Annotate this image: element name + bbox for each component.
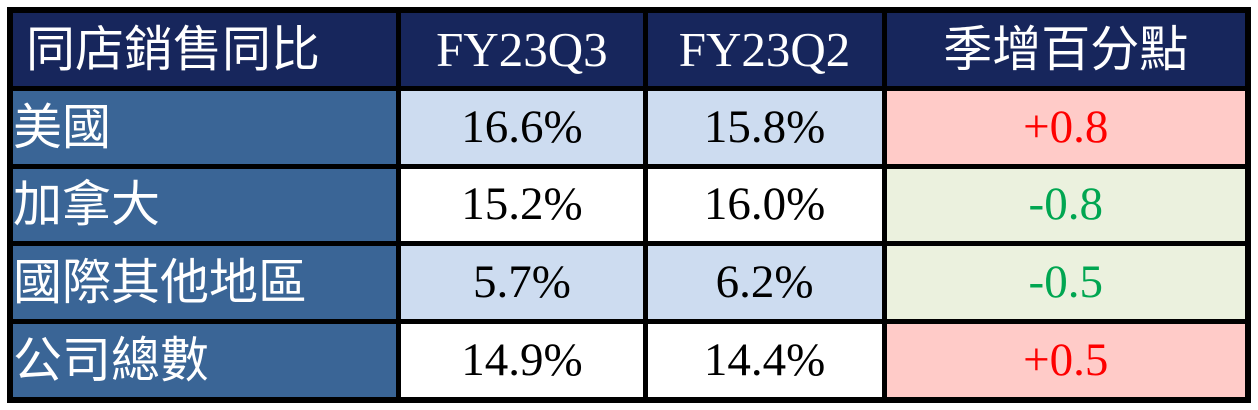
- company-total-fy23q3-value: 14.9%: [396, 319, 648, 403]
- table-row-company-total: 公司總數 14.9% 14.4% +0.5: [7, 319, 1251, 403]
- table-row-canada: 加拿大 15.2% 16.0% -0.8: [7, 163, 1251, 247]
- intl-other-fy23q3-value: 5.7%: [396, 241, 648, 325]
- canada-fy23q3-value: 15.2%: [396, 163, 648, 247]
- header-metric: 同店銷售同比: [7, 7, 402, 91]
- header-qoq-change: 季增百分點: [881, 7, 1251, 91]
- company-total-fy23q2-value: 14.4%: [642, 319, 887, 403]
- us-qoq-change: +0.8: [881, 85, 1251, 169]
- intl-other-qoq-change: -0.5: [881, 241, 1251, 325]
- row-label-intl-other: 國際其他地區: [7, 241, 402, 325]
- intl-other-fy23q2-value: 6.2%: [642, 241, 887, 325]
- canada-fy23q2-value: 16.0%: [642, 163, 887, 247]
- canada-qoq-change: -0.8: [881, 163, 1251, 247]
- row-label-us: 美國: [7, 85, 402, 169]
- company-total-qoq-change: +0.5: [881, 319, 1251, 403]
- us-fy23q2-value: 15.8%: [642, 85, 887, 169]
- header-row: 同店銷售同比 FY23Q3 FY23Q2 季增百分點: [7, 7, 1251, 91]
- row-label-company-total: 公司總數: [7, 319, 402, 403]
- us-fy23q3-value: 16.6%: [396, 85, 648, 169]
- row-label-canada: 加拿大: [7, 163, 402, 247]
- same-store-sales-table: 同店銷售同比 FY23Q3 FY23Q2 季增百分點 美國 16.6% 15.8…: [7, 7, 1251, 403]
- table-row-us: 美國 16.6% 15.8% +0.8: [7, 85, 1251, 169]
- header-fy23q3: FY23Q3: [396, 7, 648, 91]
- table-row-intl-other: 國際其他地區 5.7% 6.2% -0.5: [7, 241, 1251, 325]
- header-fy23q2: FY23Q2: [642, 7, 887, 91]
